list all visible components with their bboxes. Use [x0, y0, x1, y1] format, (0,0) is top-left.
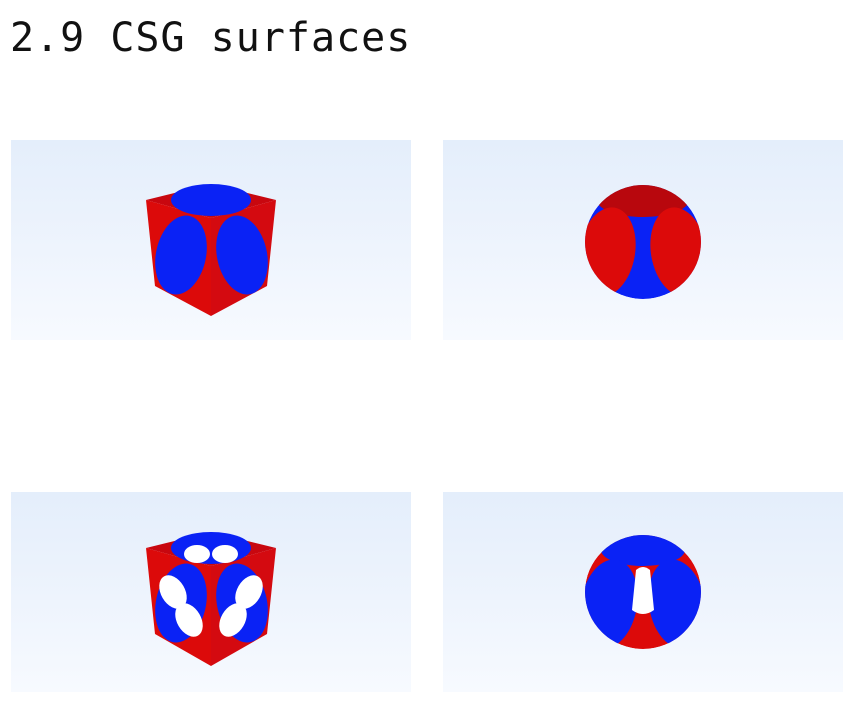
csg-render-panel: [443, 140, 843, 340]
page-title: 2.9 CSG surfaces: [10, 15, 412, 61]
csg-cube-minus-sphere-icon: [146, 184, 276, 316]
csg-render-panel: [11, 140, 411, 340]
csg-cube-minus-cylinders-icon: [146, 532, 276, 666]
csg-sphere-minus-cube-icon: [585, 185, 701, 299]
csg-sphere-minus-cylinders-icon: [585, 535, 701, 649]
csg-render-panel: [11, 492, 411, 692]
csg-render-panel: [443, 492, 843, 692]
